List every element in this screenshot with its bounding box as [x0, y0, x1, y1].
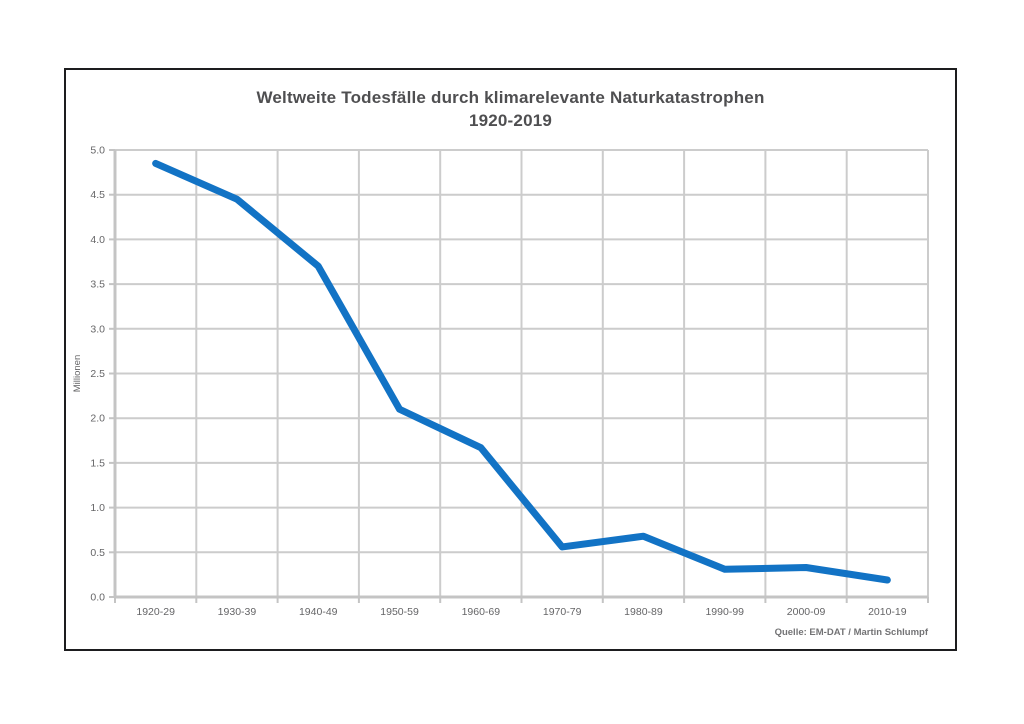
y-tick-label: 0.5: [90, 547, 105, 559]
y-tick-label: 4.0: [90, 234, 105, 246]
x-tick-label: 2010-19: [868, 606, 907, 618]
chart-title-line2: 1920-2019: [468, 111, 553, 130]
plot-svg: 0.0 0.5 1.0 1.5 2.0 2.5 3.0 3.5 4.0 4.5 5.0 1920-29…: [72, 145, 929, 618]
chart-title-line1: Weltweite Todesfälle durch klimarelevant…: [256, 88, 765, 107]
x-tick-label: 1930-39: [218, 606, 257, 618]
y-tick-label: 2.5: [90, 368, 105, 380]
y-tick-label: 4.5: [90, 189, 105, 201]
y-tick-label: 1.0: [90, 502, 105, 514]
chart-title: Weltweite Todesfälle durch klimarelevant…: [66, 86, 955, 132]
chart-figure: Weltweite Todesfälle durch klimarelevant…: [64, 68, 957, 651]
y-tick-label: 0.0: [90, 592, 105, 604]
x-tick-label: 1990-99: [705, 606, 744, 618]
x-tick-label: 1980-89: [624, 606, 663, 618]
y-tick-label: 5.0: [90, 145, 105, 157]
x-tick-label: 1970-79: [543, 606, 582, 618]
y-tick-label: 1.5: [90, 457, 105, 469]
x-tick-label: 1960-69: [462, 606, 501, 618]
y-tick-label: 3.0: [90, 323, 105, 335]
x-tick-label: 1950-59: [380, 606, 419, 618]
x-tick-label: 2000-09: [787, 606, 826, 618]
y-tick-label: 2.0: [90, 413, 105, 425]
y-axis-title: Millionen: [72, 355, 83, 393]
x-tick-label: 1940-49: [299, 606, 338, 618]
y-tick-label: 3.5: [90, 279, 105, 291]
data-line: [152, 159, 891, 584]
x-tick-label: 1920-29: [136, 606, 175, 618]
source-note: Quelle: EM-DAT / Martin Schlumpf: [774, 627, 928, 638]
